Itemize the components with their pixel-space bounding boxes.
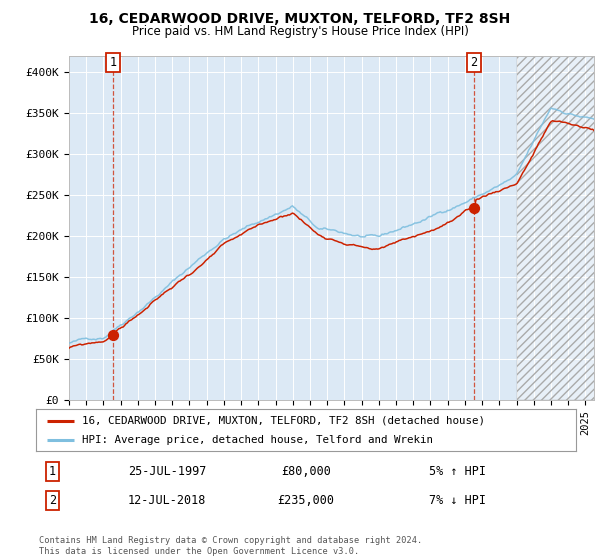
- Text: 5% ↑ HPI: 5% ↑ HPI: [428, 465, 486, 478]
- Point: [469, 203, 479, 212]
- Bar: [517, 56, 600, 400]
- Text: 25-JUL-1997: 25-JUL-1997: [128, 465, 206, 478]
- Text: Price paid vs. HM Land Registry's House Price Index (HPI): Price paid vs. HM Land Registry's House …: [131, 25, 469, 38]
- Text: £80,000: £80,000: [281, 465, 331, 478]
- Bar: [517, 56, 600, 400]
- Text: 7% ↓ HPI: 7% ↓ HPI: [428, 494, 486, 507]
- Text: £235,000: £235,000: [277, 494, 335, 507]
- Text: 16, CEDARWOOD DRIVE, MUXTON, TELFORD, TF2 8SH: 16, CEDARWOOD DRIVE, MUXTON, TELFORD, TF…: [89, 12, 511, 26]
- Text: 12-JUL-2018: 12-JUL-2018: [128, 494, 206, 507]
- Text: 1: 1: [109, 56, 116, 69]
- Text: 2: 2: [49, 494, 56, 507]
- Text: 1: 1: [49, 465, 56, 478]
- Text: HPI: Average price, detached house, Telford and Wrekin: HPI: Average price, detached house, Telf…: [82, 435, 433, 445]
- Text: 2: 2: [470, 56, 478, 69]
- Text: 16, CEDARWOOD DRIVE, MUXTON, TELFORD, TF2 8SH (detached house): 16, CEDARWOOD DRIVE, MUXTON, TELFORD, TF…: [82, 416, 485, 426]
- Point: [108, 330, 118, 339]
- Text: Contains HM Land Registry data © Crown copyright and database right 2024.
This d: Contains HM Land Registry data © Crown c…: [39, 536, 422, 556]
